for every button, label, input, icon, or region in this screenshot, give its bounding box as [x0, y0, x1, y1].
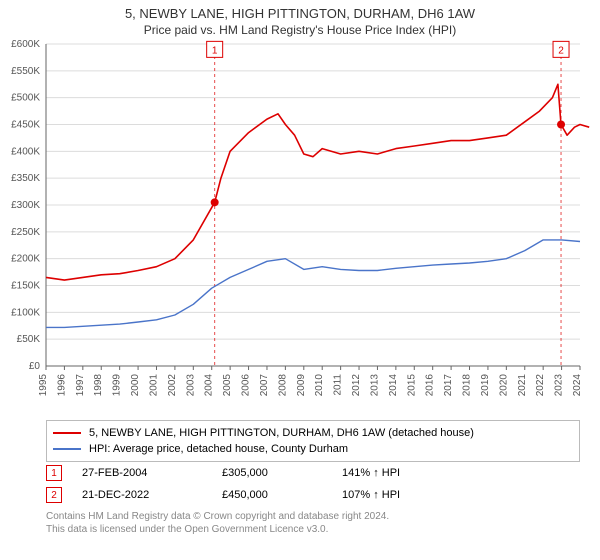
footer-attribution: Contains HM Land Registry data © Crown c…	[46, 510, 580, 536]
y-tick-label: £200K	[11, 254, 40, 265]
x-tick-label: 2018	[462, 374, 473, 397]
x-tick-label: 2005	[222, 374, 233, 397]
footer-line1: Contains HM Land Registry data © Crown c…	[46, 510, 580, 523]
sales-row-pct: 141% ↑ HPI	[342, 467, 462, 479]
sales-row-date: 27-FEB-2004	[82, 467, 222, 479]
price-chart: £0£50K£100K£150K£200K£250K£300K£350K£400…	[46, 44, 580, 394]
x-tick-label: 2014	[388, 374, 399, 397]
series-hpi	[46, 240, 580, 328]
x-tick-label: 2012	[351, 374, 362, 397]
y-tick-label: £300K	[11, 200, 40, 211]
legend-row: 5, NEWBY LANE, HIGH PITTINGTON, DURHAM, …	[53, 425, 573, 441]
x-tick-label: 2024	[572, 374, 583, 397]
legend-swatch	[53, 448, 81, 450]
x-tick-label: 2022	[535, 374, 546, 397]
sales-row-badge: 2	[46, 487, 62, 503]
x-tick-label: 2010	[314, 374, 325, 397]
x-tick-label: 2009	[296, 374, 307, 397]
x-tick-label: 2000	[130, 374, 141, 397]
y-tick-label: £550K	[11, 66, 40, 77]
footer-line2: This data is licensed under the Open Gov…	[46, 523, 580, 536]
legend: 5, NEWBY LANE, HIGH PITTINGTON, DURHAM, …	[46, 420, 580, 462]
y-tick-label: £400K	[11, 146, 40, 157]
x-tick-label: 2002	[167, 374, 178, 397]
y-tick-label: £0	[29, 361, 41, 372]
x-tick-label: 1995	[38, 374, 49, 397]
x-tick-label: 2011	[333, 374, 344, 396]
chart-subtitle: Price paid vs. HM Land Registry's House …	[0, 21, 600, 41]
x-tick-label: 2001	[148, 374, 159, 397]
y-tick-label: £150K	[11, 281, 40, 292]
sales-table-row: 2 21-DEC-2022£450,000107% ↑ HPI	[46, 484, 580, 506]
x-tick-label: 2023	[554, 374, 565, 397]
y-tick-label: £350K	[11, 173, 40, 184]
x-tick-label: 2020	[498, 374, 509, 397]
x-tick-label: 2019	[480, 374, 491, 397]
legend-label: 5, NEWBY LANE, HIGH PITTINGTON, DURHAM, …	[89, 427, 474, 439]
sales-table-row: 1 27-FEB-2004£305,000141% ↑ HPI	[46, 462, 580, 484]
legend-swatch	[53, 432, 81, 434]
sales-table: 1 27-FEB-2004£305,000141% ↑ HPI 2 21-DEC-20…	[46, 462, 580, 506]
legend-label: HPI: Average price, detached house, Coun…	[89, 443, 348, 455]
sale-marker-number: 1	[212, 45, 218, 56]
x-tick-label: 2021	[517, 374, 528, 397]
x-tick-label: 2008	[277, 374, 288, 397]
y-tick-label: £450K	[11, 120, 40, 131]
x-tick-label: 2017	[443, 374, 454, 397]
sales-row-date: 21-DEC-2022	[82, 489, 222, 501]
chart-title: 5, NEWBY LANE, HIGH PITTINGTON, DURHAM, …	[0, 0, 600, 21]
x-tick-label: 1999	[112, 374, 123, 397]
sales-row-badge: 1	[46, 465, 62, 481]
sales-row-pct: 107% ↑ HPI	[342, 489, 462, 501]
y-tick-label: £500K	[11, 93, 40, 104]
x-tick-label: 2015	[406, 374, 417, 397]
sale-marker-number: 2	[558, 45, 564, 56]
x-tick-label: 2013	[369, 374, 380, 397]
x-tick-label: 1998	[93, 374, 104, 397]
sales-row-price: £450,000	[222, 489, 342, 501]
x-tick-label: 2016	[425, 374, 436, 397]
sales-row-price: £305,000	[222, 467, 342, 479]
x-tick-label: 2007	[259, 374, 270, 397]
y-tick-label: £250K	[11, 227, 40, 238]
x-tick-label: 1996	[56, 374, 67, 397]
y-tick-label: £600K	[11, 39, 40, 50]
y-tick-label: £50K	[17, 334, 41, 345]
x-tick-label: 2004	[204, 374, 215, 397]
x-tick-label: 1997	[75, 374, 86, 397]
x-tick-label: 2003	[185, 374, 196, 397]
y-tick-label: £100K	[11, 307, 40, 318]
x-tick-label: 2006	[241, 374, 252, 397]
legend-row: HPI: Average price, detached house, Coun…	[53, 441, 573, 457]
series-property	[46, 84, 589, 280]
